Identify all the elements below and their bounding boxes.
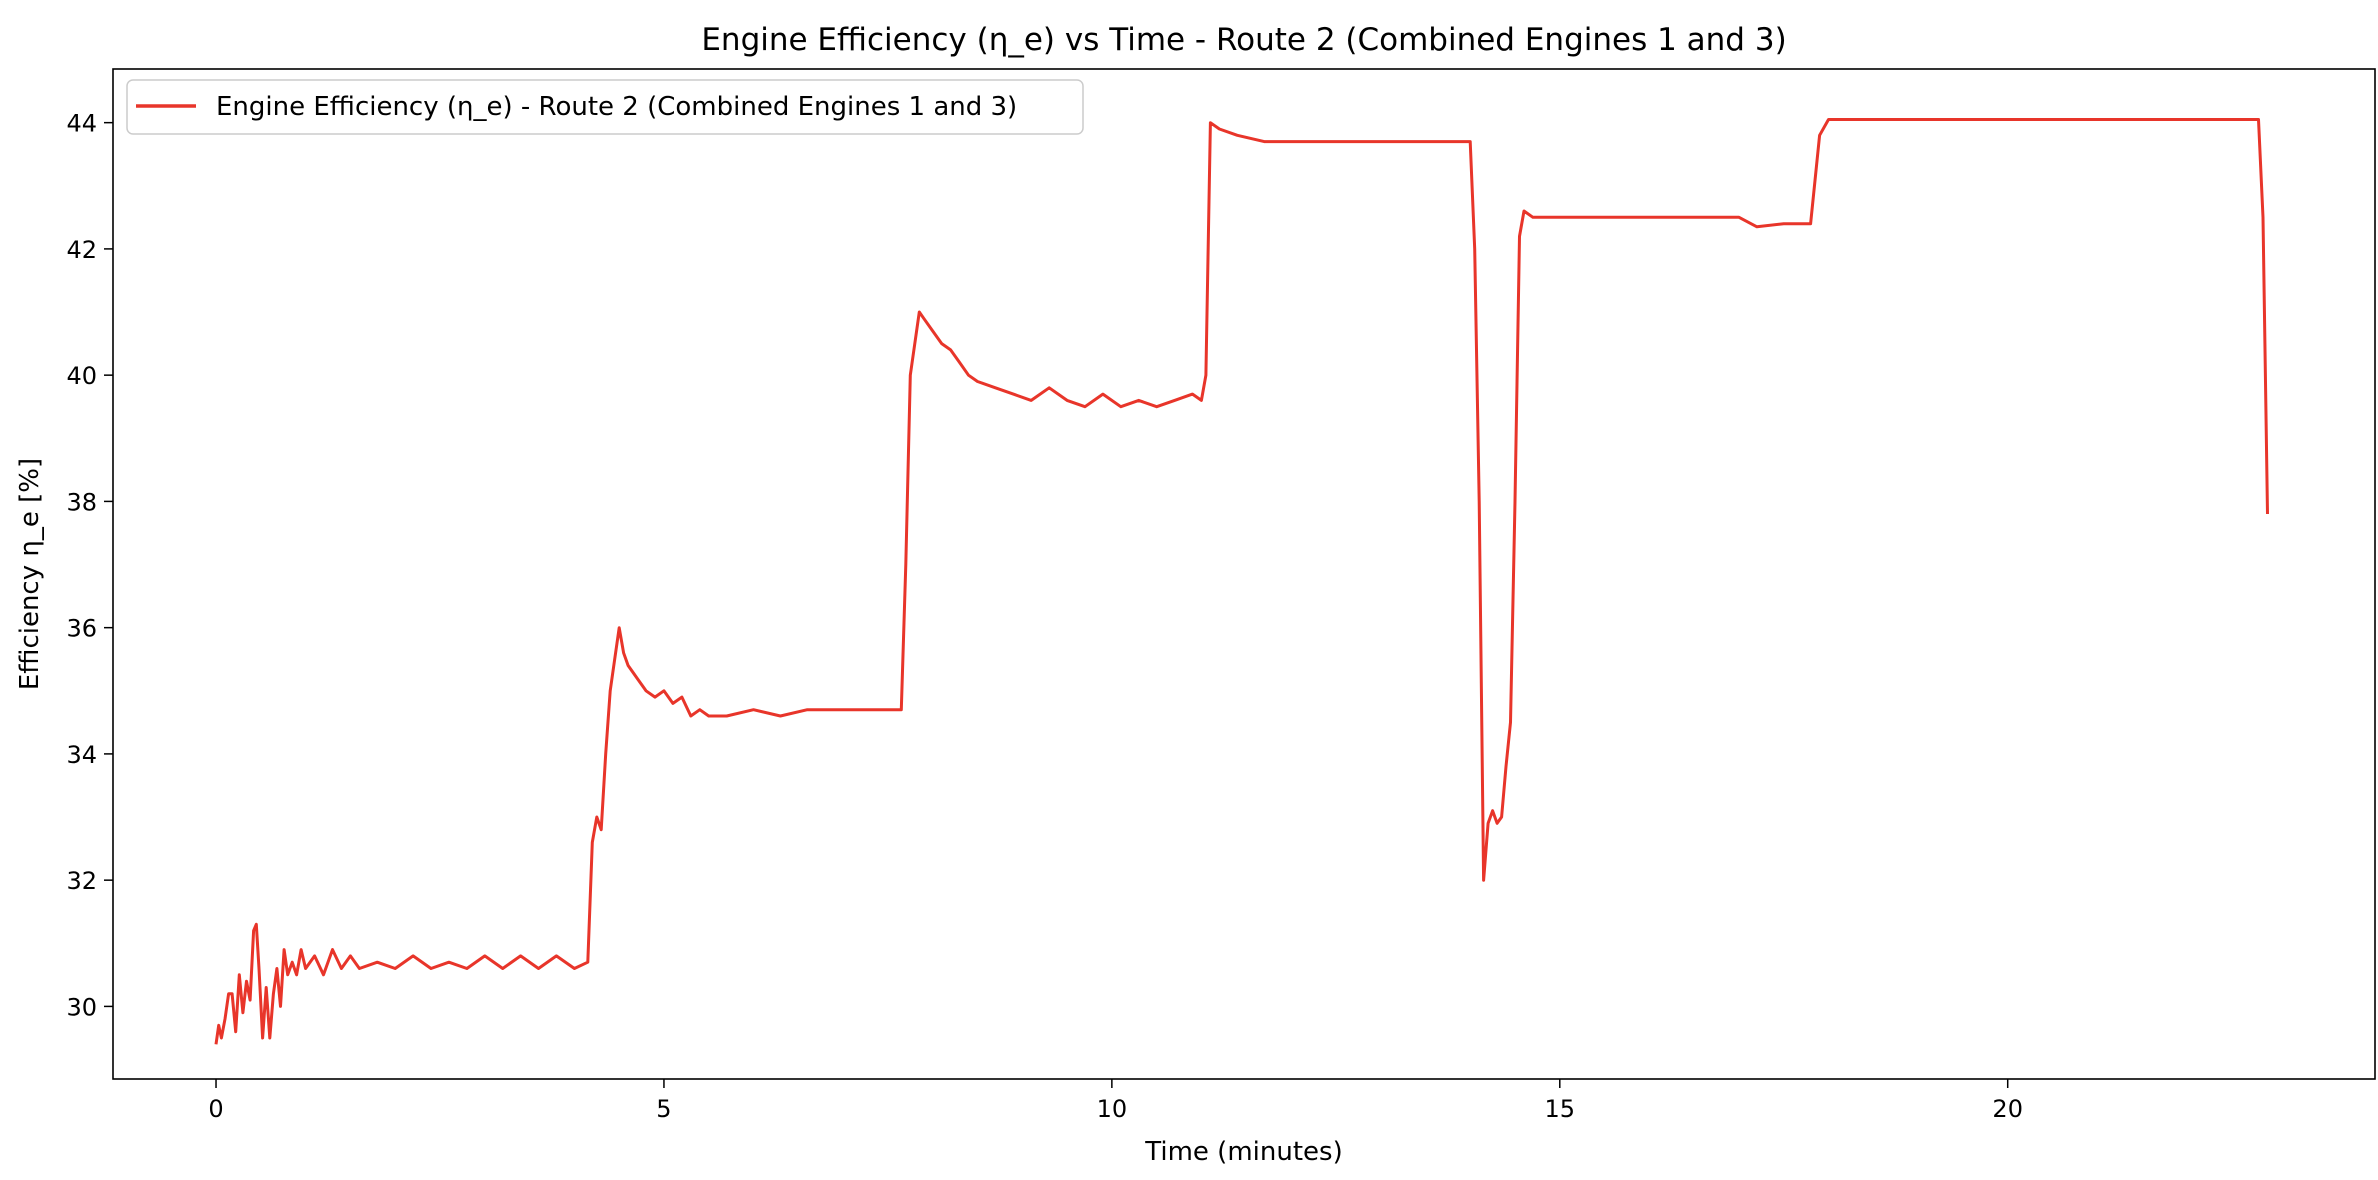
- x-tick-label: 20: [1992, 1095, 2023, 1123]
- y-tick-label: 44: [66, 110, 97, 138]
- x-tick-label: 0: [208, 1095, 223, 1123]
- y-axis-ticks: 30 32 34 36 38 40 42 44: [66, 110, 113, 1021]
- y-tick-label: 30: [66, 993, 97, 1021]
- series-line: [214, 118, 2269, 1045]
- series-layer: [214, 118, 2269, 1045]
- y-tick-label: 38: [66, 488, 97, 516]
- y-tick-label: 42: [66, 236, 97, 264]
- x-tick-label: 5: [656, 1095, 671, 1123]
- x-tick-label: 10: [1097, 1095, 1128, 1123]
- y-tick-label: 32: [66, 867, 97, 895]
- x-axis-label: Time (minutes): [1144, 1137, 1342, 1167]
- y-tick-label: 40: [66, 362, 97, 390]
- legend-box: [126, 79, 1084, 135]
- legend-entry: Engine Efficiency (η_e) - Route 2 (Combi…: [216, 92, 1017, 122]
- x-tick-label: 15: [1545, 1095, 1576, 1123]
- chart-title: Engine Efficiency (η_e) vs Time - Route …: [701, 22, 1786, 58]
- y-tick-label: 34: [66, 741, 97, 769]
- plot-area-frame: [112, 68, 2376, 1080]
- y-tick-label: 36: [66, 615, 97, 643]
- legend: Engine Efficiency (η_e) - Route 2 (Combi…: [126, 79, 1084, 135]
- x-axis-ticks: 0 5 10 15 20: [208, 1079, 2023, 1123]
- y-axis-label: Efficiency η_e [%]: [15, 458, 45, 690]
